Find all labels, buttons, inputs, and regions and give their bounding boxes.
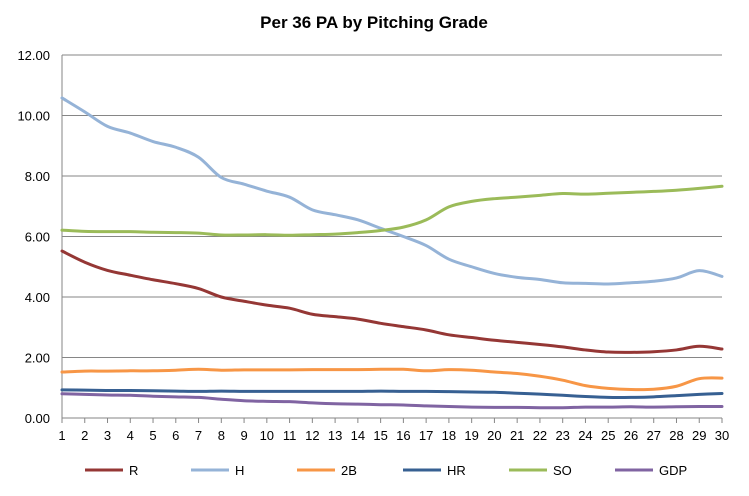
legend: R H 2B HR SO GDP bbox=[85, 463, 687, 478]
x-tick-label: 16 bbox=[396, 428, 410, 443]
y-tick-label: 8.00 bbox=[25, 169, 50, 184]
series-line-hr bbox=[60, 388, 724, 400]
series-line-so bbox=[60, 184, 724, 237]
x-tick-label: 15 bbox=[373, 428, 387, 443]
x-tick-label: 9 bbox=[240, 428, 247, 443]
x-tick-label: 5 bbox=[149, 428, 156, 443]
x-tick-label: 25 bbox=[601, 428, 615, 443]
x-tick-label: 30 bbox=[715, 428, 729, 443]
x-tick-label: 1 bbox=[58, 428, 65, 443]
series-lines bbox=[60, 96, 724, 410]
x-tick-label: 27 bbox=[646, 428, 660, 443]
y-tick-label: 6.00 bbox=[25, 230, 50, 245]
series-line-r bbox=[60, 249, 724, 354]
x-tick-label: 17 bbox=[419, 428, 433, 443]
x-tick-label: 18 bbox=[442, 428, 456, 443]
x-tick-label: 4 bbox=[127, 428, 134, 443]
y-tick-label: 10.00 bbox=[17, 109, 50, 124]
x-tick-label: 2 bbox=[81, 428, 88, 443]
x-tick-label: 23 bbox=[555, 428, 569, 443]
x-tick-label: 10 bbox=[260, 428, 274, 443]
x-tick-label: 22 bbox=[533, 428, 547, 443]
x-tick-label: 8 bbox=[218, 428, 225, 443]
x-tick-label: 21 bbox=[510, 428, 524, 443]
x-tick-label: 20 bbox=[487, 428, 501, 443]
y-tick-label: 12.00 bbox=[17, 48, 50, 63]
x-tick-label: 13 bbox=[328, 428, 342, 443]
x-axis: 1 2 3 4 5 6 7 8 9 10 11 12 13 14 15 16 17 18 19 20 21 22 23 24 2… bbox=[58, 418, 729, 443]
legend-label-r: R bbox=[129, 463, 138, 478]
gridlines bbox=[62, 54, 722, 419]
legend-label-2b: 2B bbox=[341, 463, 357, 478]
x-tick-label: 11 bbox=[283, 428, 297, 443]
y-axis: 0.00 2.00 4.00 6.00 8.00 10.00 12.00 bbox=[17, 48, 63, 426]
x-tick-label: 28 bbox=[669, 428, 683, 443]
series-line-2b bbox=[60, 367, 724, 392]
legend-label-gdp: GDP bbox=[659, 463, 687, 478]
x-tick-label: 3 bbox=[104, 428, 111, 443]
series-line-gdp bbox=[60, 392, 724, 410]
y-tick-label: 4.00 bbox=[25, 290, 50, 305]
x-tick-label: 29 bbox=[692, 428, 706, 443]
x-tick-label: 19 bbox=[464, 428, 478, 443]
legend-label-hr: HR bbox=[447, 463, 466, 478]
x-tick-label: 26 bbox=[624, 428, 638, 443]
legend-label-so: SO bbox=[553, 463, 572, 478]
series-line-h bbox=[60, 96, 724, 286]
x-tick-label: 12 bbox=[305, 428, 319, 443]
legend-label-h: H bbox=[235, 463, 244, 478]
y-tick-label: 0.00 bbox=[25, 411, 50, 426]
x-tick-label: 14 bbox=[351, 428, 365, 443]
x-tick-label: 24 bbox=[578, 428, 592, 443]
x-tick-label: 6 bbox=[172, 428, 179, 443]
x-tick-label: 7 bbox=[195, 428, 202, 443]
y-tick-label: 2.00 bbox=[25, 351, 50, 366]
chart-title: Per 36 PA by Pitching Grade bbox=[260, 13, 488, 32]
